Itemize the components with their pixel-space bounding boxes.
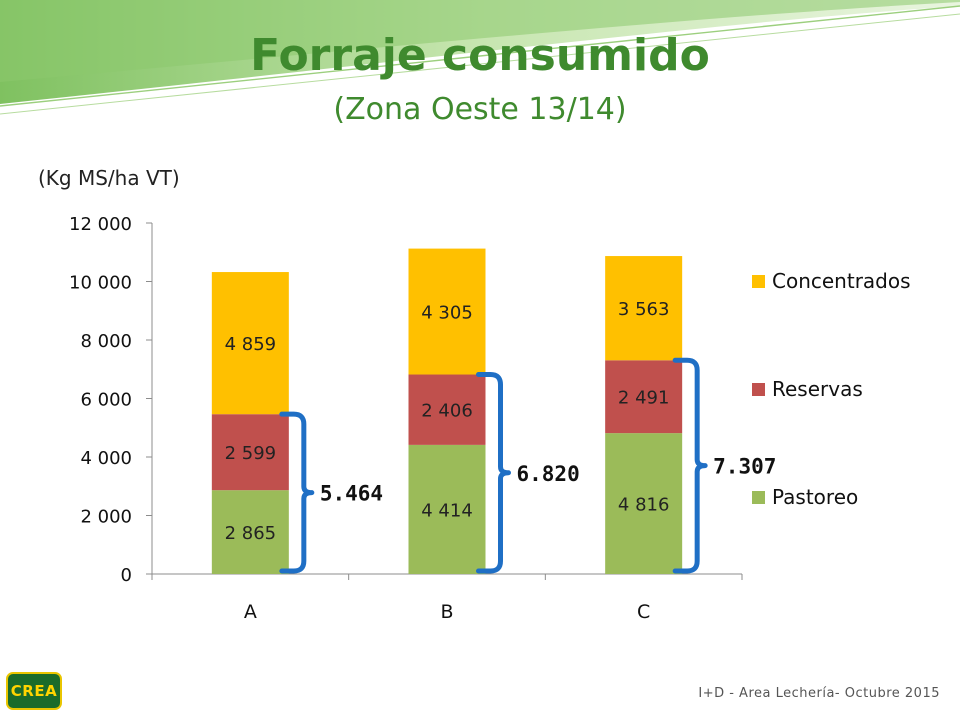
bar-concentrados-b <box>408 248 486 375</box>
data-label: 4 305 <box>421 303 473 324</box>
total-brace-c <box>672 357 708 574</box>
y-tick-label: 4 000 <box>80 448 132 469</box>
bar-reservas-b <box>408 374 486 445</box>
data-label: 4 414 <box>421 500 473 521</box>
y-tick-label: 8 000 <box>80 331 132 352</box>
total-brace-a <box>279 411 315 574</box>
data-label: 2 865 <box>225 523 277 544</box>
y-tick-label: 12 000 <box>69 214 132 235</box>
data-label: 2 599 <box>225 443 277 464</box>
legend-label: Pastoreo <box>772 485 858 509</box>
x-tick-label: B <box>440 601 453 623</box>
total-label: 6.820 <box>517 462 580 486</box>
header-swoosh <box>0 0 960 115</box>
bar-concentrados-a <box>211 272 289 415</box>
legend-label: Reservas <box>772 377 863 401</box>
stacked-bar-chart: 0 2 000 4 000 6 000 8 000 10 000 12 000 A B C 2 86… <box>69 214 911 623</box>
crea-logo-text: CREA <box>10 682 58 700</box>
x-tick-label: C <box>637 601 650 623</box>
y-tick-label: 2 000 <box>80 507 132 528</box>
data-label: 4 859 <box>225 334 277 355</box>
y-tick-label: 6 000 <box>80 390 132 411</box>
y-axis-unit-label: (Kg MS/ha VT) <box>38 166 180 190</box>
data-label: 3 563 <box>618 299 670 320</box>
legend-swatch-concentrados <box>752 275 765 288</box>
bar-reservas-a <box>211 414 289 491</box>
data-label: 4 816 <box>618 495 670 516</box>
legend-swatch-pastoreo <box>752 491 765 504</box>
bar-concentrados-c <box>605 256 683 361</box>
footer-credit: I+D - Area Lechería- Octubre 2015 <box>698 686 940 701</box>
data-label: 2 491 <box>618 388 670 409</box>
bar-reservas-c <box>605 360 683 434</box>
bar-pastoreo-c <box>605 433 683 574</box>
total-label: 7.307 <box>713 455 776 479</box>
total-brace-b <box>476 372 511 574</box>
y-tick-label: 0 <box>121 565 132 586</box>
bar-pastoreo-b <box>408 444 486 574</box>
chart-title: Forraje consumido <box>250 30 710 81</box>
bar-pastoreo-a <box>211 490 289 574</box>
x-tick-label: A <box>244 601 257 623</box>
data-label: 2 406 <box>421 401 473 422</box>
y-tick-label: 10 000 <box>69 273 132 294</box>
chart-subtitle: (Zona Oeste 13/14) <box>333 92 627 127</box>
legend-swatch-reservas <box>752 383 765 396</box>
legend-label: Concentrados <box>772 269 911 293</box>
total-label: 5.464 <box>320 482 383 506</box>
crea-logo: CREA <box>6 672 62 710</box>
